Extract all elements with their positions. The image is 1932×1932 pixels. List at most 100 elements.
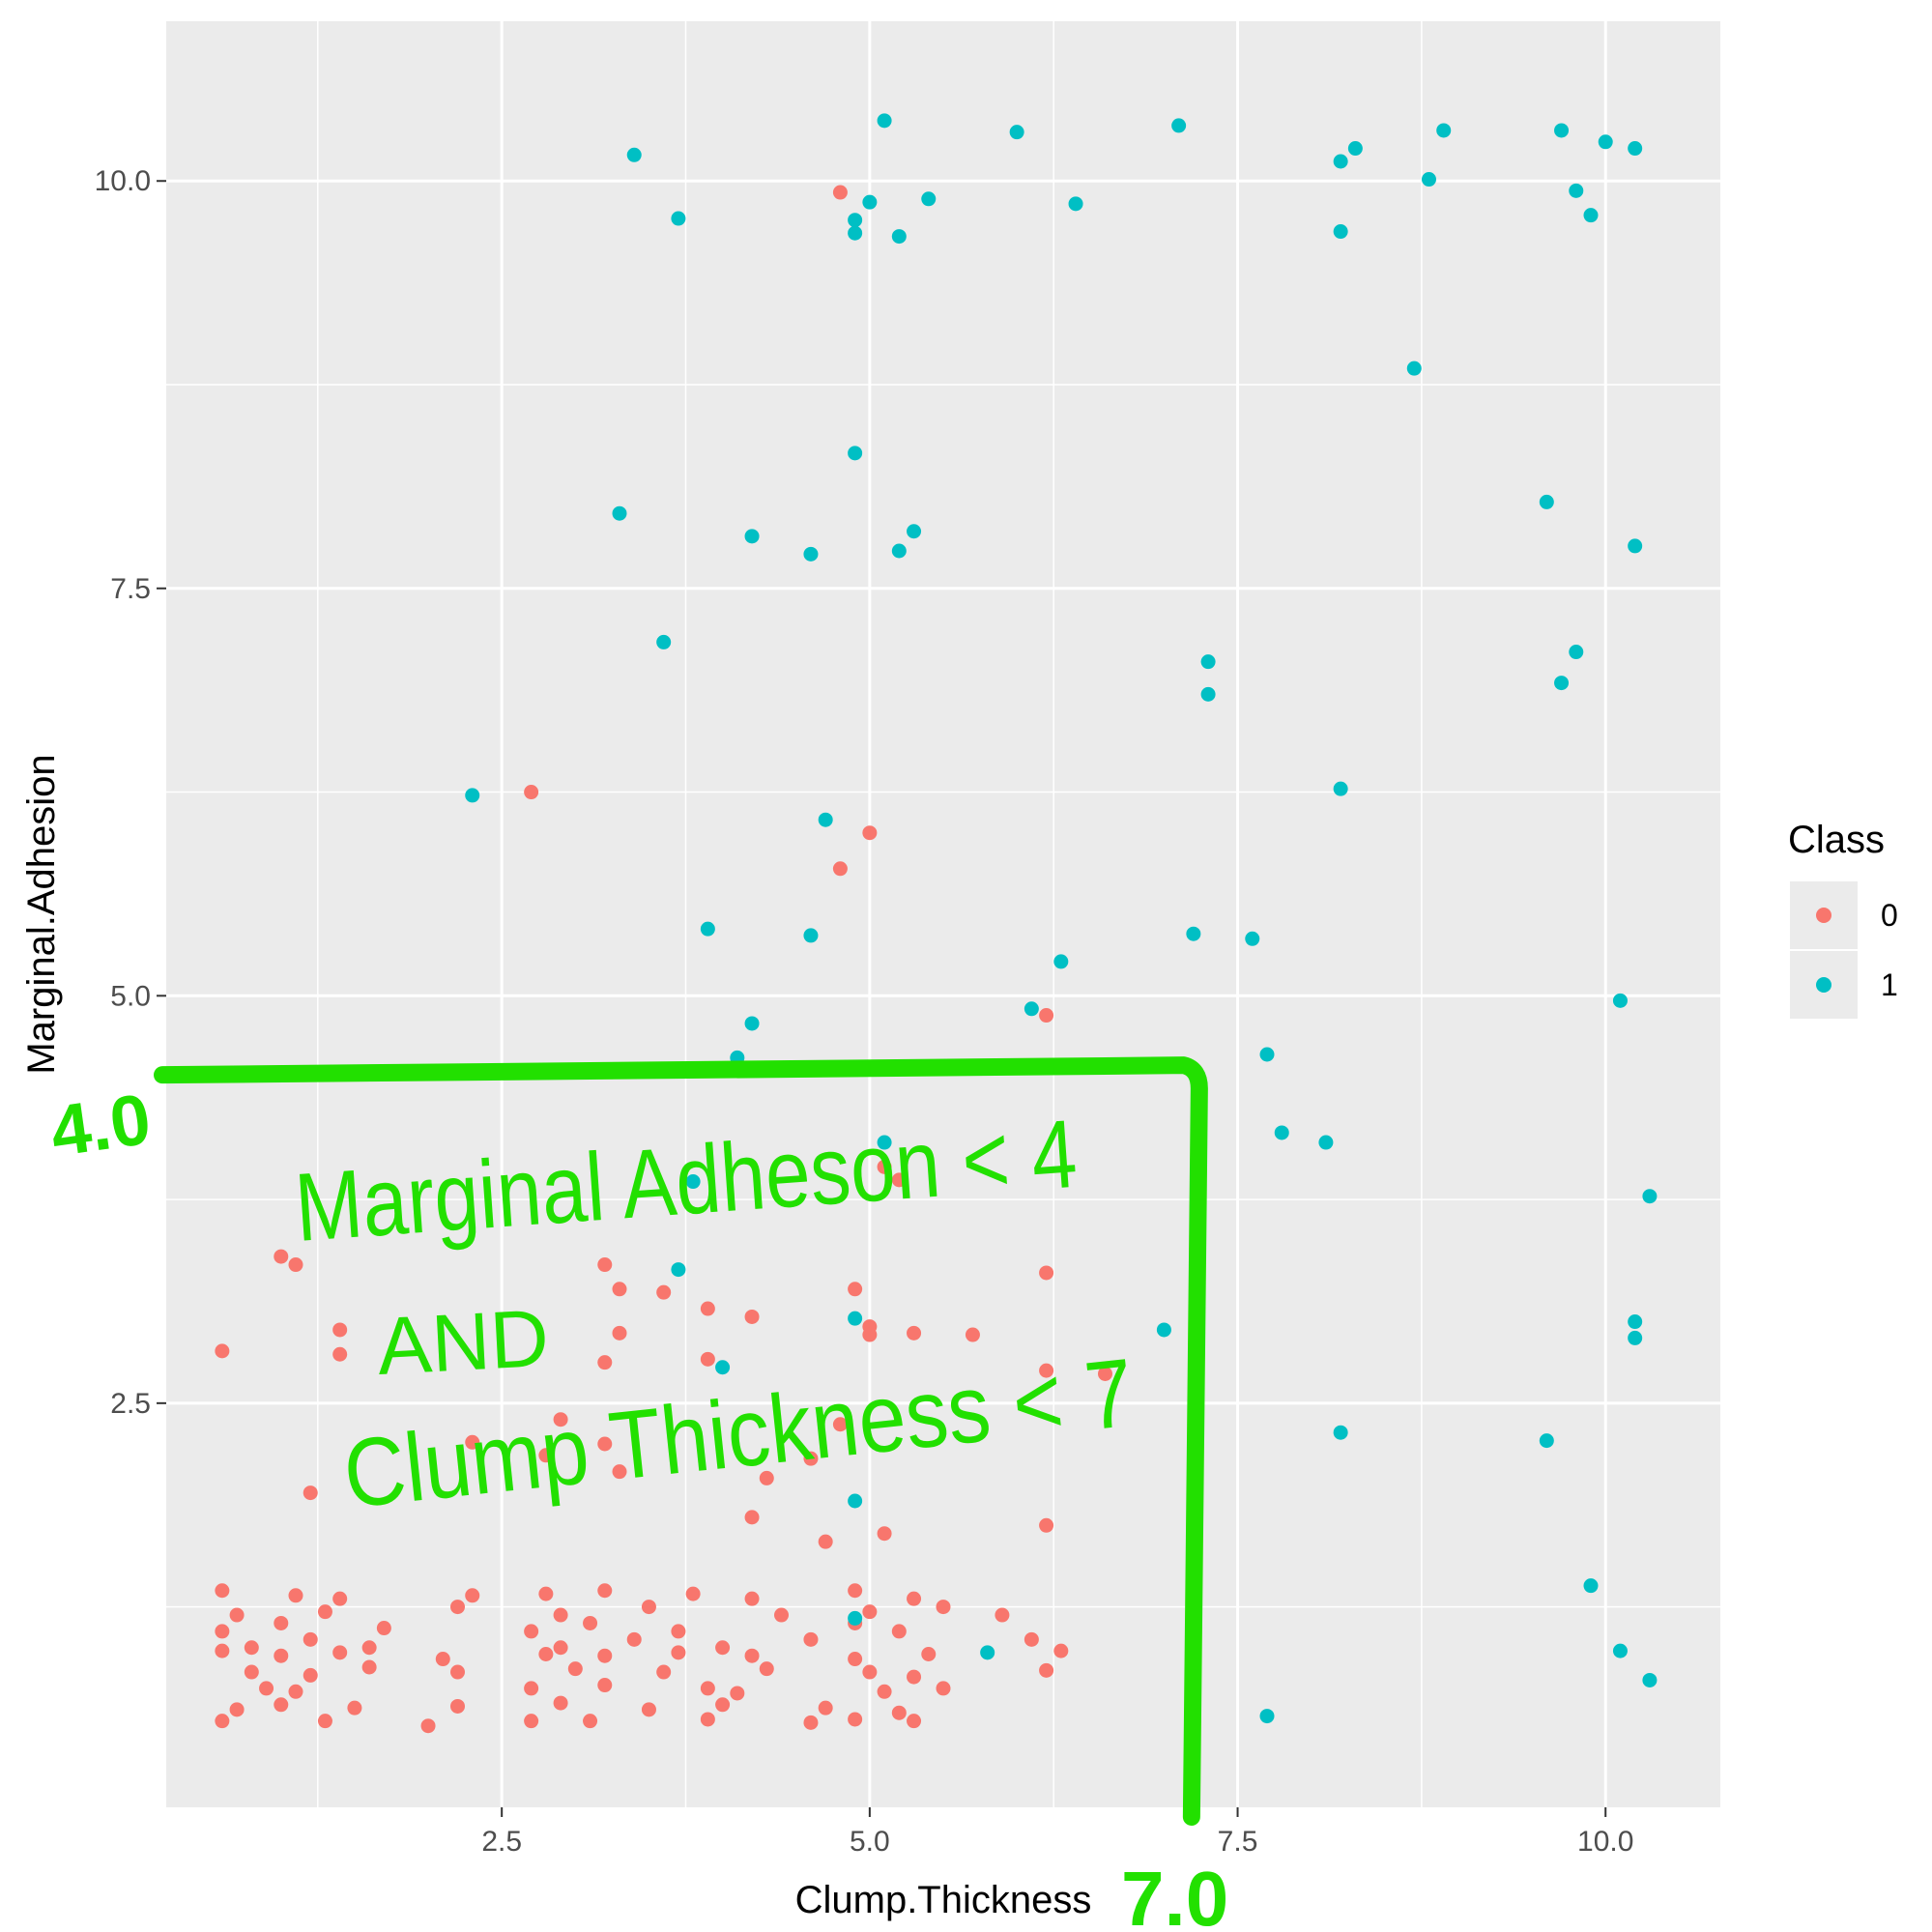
data-point-class-1 bbox=[656, 634, 672, 649]
data-point-class-0 bbox=[671, 1624, 686, 1639]
data-point-class-0 bbox=[332, 1322, 348, 1338]
data-point-class-0 bbox=[288, 1684, 303, 1699]
data-point-class-0 bbox=[244, 1664, 259, 1680]
data-point-class-1 bbox=[626, 147, 642, 162]
data-point-class-0 bbox=[332, 1591, 348, 1606]
data-point-class-0 bbox=[597, 1257, 613, 1273]
legend-swatch-1 bbox=[1816, 977, 1831, 993]
data-point-class-1 bbox=[1612, 1643, 1628, 1658]
data-point-class-1 bbox=[744, 529, 760, 544]
data-point-class-1 bbox=[921, 191, 937, 207]
data-point-class-0 bbox=[700, 1681, 715, 1696]
data-point-class-0 bbox=[450, 1664, 465, 1680]
y-axis-title: Marginal.Adhesion bbox=[20, 754, 63, 1074]
data-point-class-0 bbox=[524, 1714, 539, 1729]
data-point-class-0 bbox=[553, 1695, 568, 1711]
data-point-class-0 bbox=[744, 1510, 760, 1525]
data-point-class-1 bbox=[1333, 224, 1348, 240]
data-point-class-0 bbox=[612, 1282, 627, 1297]
data-point-class-0 bbox=[862, 1664, 878, 1680]
data-point-class-1 bbox=[1628, 538, 1643, 554]
data-point-class-0 bbox=[877, 1526, 892, 1542]
legend: Class 0 1 bbox=[1788, 819, 1898, 1019]
data-point-class-0 bbox=[848, 1282, 863, 1297]
data-point-class-0 bbox=[862, 825, 878, 841]
data-point-class-0 bbox=[259, 1681, 274, 1696]
data-point-class-0 bbox=[524, 785, 539, 800]
data-point-class-0 bbox=[583, 1714, 598, 1729]
y-tick-label: 7.5 bbox=[110, 573, 151, 605]
data-point-class-0 bbox=[538, 1647, 554, 1662]
data-point-class-0 bbox=[215, 1583, 230, 1599]
data-point-class-1 bbox=[744, 1016, 760, 1031]
x-axis-title: Clump.Thickness bbox=[795, 1879, 1092, 1921]
data-point-class-0 bbox=[538, 1448, 554, 1463]
data-point-class-0 bbox=[995, 1607, 1010, 1623]
data-points bbox=[215, 113, 1658, 1734]
data-point-class-0 bbox=[597, 1648, 613, 1663]
data-point-class-0 bbox=[435, 1652, 450, 1667]
data-point-class-1 bbox=[1554, 123, 1570, 138]
data-point-class-0 bbox=[1039, 1363, 1054, 1378]
data-point-class-0 bbox=[1039, 1265, 1054, 1281]
data-point-class-0 bbox=[832, 861, 848, 877]
plot-panel bbox=[166, 21, 1720, 1807]
x-threshold-label: 7.0 bbox=[1121, 1856, 1228, 1932]
data-point-class-0 bbox=[215, 1643, 230, 1658]
data-point-class-0 bbox=[553, 1412, 568, 1427]
data-point-class-1 bbox=[1628, 1330, 1643, 1345]
data-point-class-0 bbox=[803, 1631, 819, 1647]
data-point-class-1 bbox=[877, 1135, 892, 1150]
data-point-class-0 bbox=[244, 1640, 259, 1656]
data-point-class-0 bbox=[832, 185, 848, 200]
data-point-class-0 bbox=[303, 1631, 318, 1647]
data-point-class-1 bbox=[848, 225, 863, 241]
data-point-class-1 bbox=[1333, 154, 1348, 169]
data-point-class-1 bbox=[877, 113, 892, 129]
x-tick-label: 7.5 bbox=[1218, 1826, 1258, 1858]
data-point-class-0 bbox=[921, 1647, 937, 1662]
data-point-class-0 bbox=[332, 1645, 348, 1660]
data-point-class-0 bbox=[641, 1600, 656, 1615]
data-point-class-0 bbox=[700, 1351, 715, 1367]
data-point-class-1 bbox=[1245, 931, 1260, 946]
data-point-class-0 bbox=[274, 1648, 289, 1663]
data-point-class-0 bbox=[907, 1325, 922, 1341]
data-point-class-0 bbox=[685, 1586, 701, 1601]
data-point-class-0 bbox=[848, 1712, 863, 1727]
data-point-class-1 bbox=[1598, 134, 1613, 150]
data-point-class-0 bbox=[274, 1697, 289, 1713]
data-point-class-1 bbox=[1053, 954, 1069, 969]
data-point-class-1 bbox=[1612, 993, 1628, 1008]
data-point-class-0 bbox=[730, 1686, 745, 1701]
data-point-class-0 bbox=[818, 1700, 833, 1716]
data-point-class-0 bbox=[626, 1631, 642, 1647]
data-point-class-0 bbox=[538, 1586, 554, 1601]
data-point-class-0 bbox=[583, 1615, 598, 1630]
y-tick-label: 2.5 bbox=[110, 1388, 151, 1420]
data-point-class-0 bbox=[891, 1705, 907, 1720]
data-point-class-0 bbox=[774, 1607, 789, 1623]
data-point-class-0 bbox=[303, 1485, 318, 1501]
data-point-class-0 bbox=[1039, 1008, 1054, 1024]
data-point-class-1 bbox=[1274, 1125, 1289, 1140]
data-point-class-1 bbox=[1259, 1709, 1275, 1724]
data-point-class-0 bbox=[450, 1600, 465, 1615]
data-point-class-0 bbox=[907, 1714, 922, 1729]
data-point-class-1 bbox=[1436, 123, 1452, 138]
data-point-class-0 bbox=[347, 1700, 362, 1716]
data-point-class-0 bbox=[597, 1678, 613, 1693]
data-point-class-0 bbox=[891, 1172, 907, 1188]
data-point-class-0 bbox=[744, 1309, 760, 1324]
data-point-class-0 bbox=[567, 1661, 583, 1677]
data-point-class-1 bbox=[980, 1645, 995, 1660]
data-point-class-0 bbox=[317, 1604, 332, 1620]
legend-title: Class bbox=[1788, 819, 1885, 861]
y-tick-label: 10.0 bbox=[95, 165, 151, 197]
y-tick-label: 5.0 bbox=[110, 980, 151, 1012]
data-point-class-1 bbox=[891, 229, 907, 245]
data-point-class-0 bbox=[332, 1346, 348, 1362]
data-point-class-0 bbox=[465, 1434, 480, 1450]
y-axis-ticks: 2.5 5.0 7.5 10.0 bbox=[95, 165, 166, 1420]
